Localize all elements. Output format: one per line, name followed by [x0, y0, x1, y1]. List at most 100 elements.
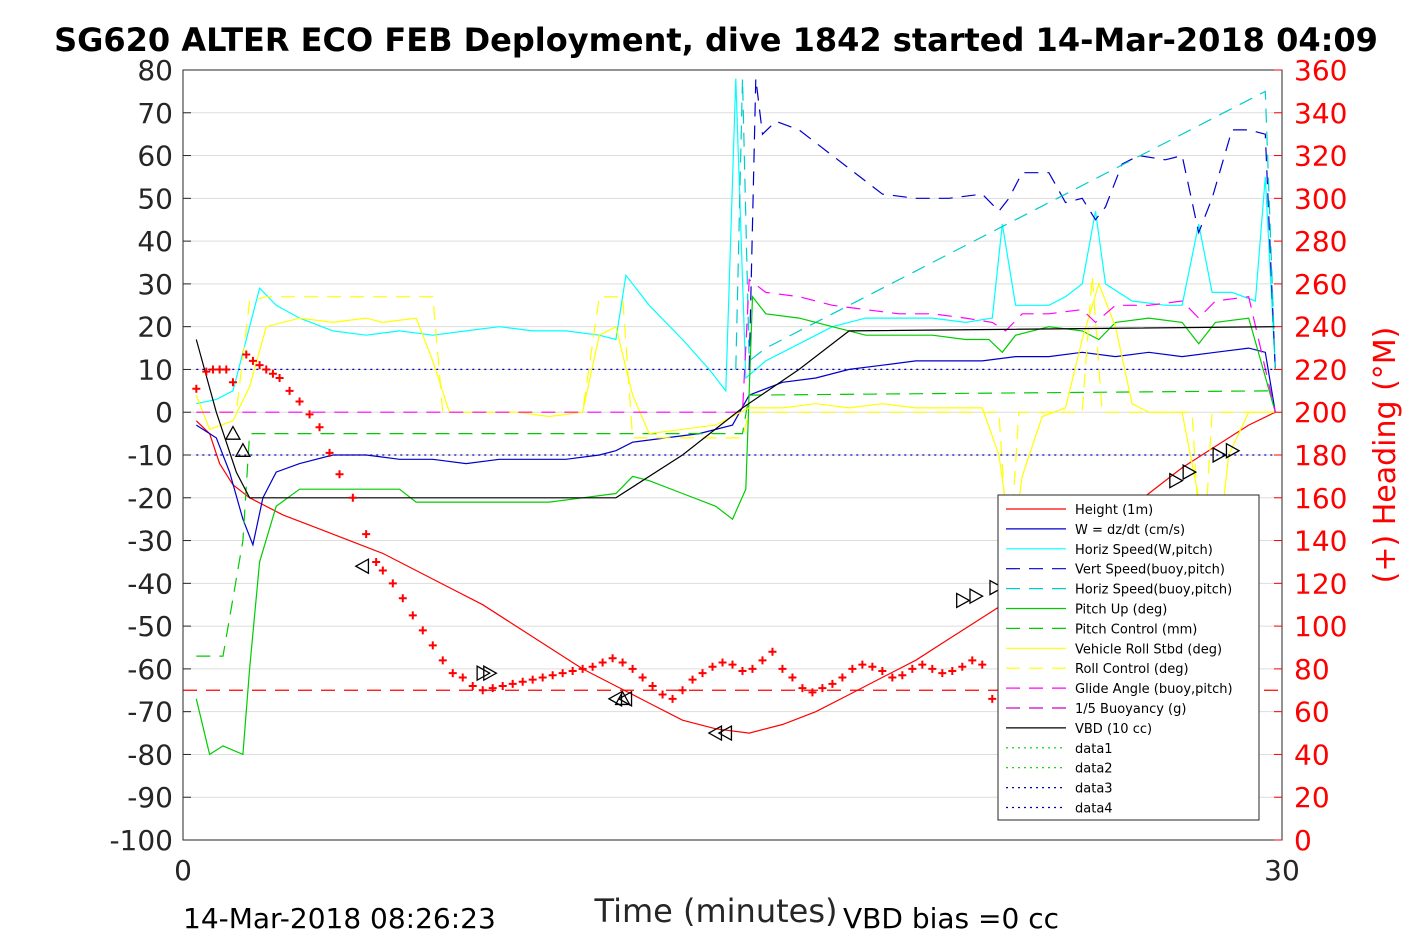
heading-point	[578, 664, 587, 673]
y-tick-label: -100	[109, 824, 173, 857]
heading-point	[285, 386, 294, 395]
heading-point	[778, 664, 787, 673]
heading-point	[222, 365, 231, 374]
y-right-tick-label: 40	[1294, 738, 1330, 771]
y-right-tick-label: 200	[1294, 396, 1347, 429]
heading-point	[478, 686, 487, 695]
series-line-1	[195, 347, 1276, 547]
y-right-tick-label: 360	[1294, 54, 1347, 87]
heading-point	[878, 667, 887, 676]
heading-point	[698, 669, 707, 678]
series-line-9	[196, 278, 1276, 413]
heading-point	[648, 682, 657, 690]
heading-point	[678, 686, 687, 695]
heading-point	[898, 671, 907, 680]
y-tick-label: 30	[137, 268, 173, 301]
series-line-4	[735, 78, 1276, 370]
heading-point	[788, 673, 797, 682]
y-tick-label: 50	[137, 182, 173, 215]
marker-triangle-up	[614, 690, 631, 706]
heading-point	[968, 656, 977, 665]
y-tick-label: -70	[127, 696, 173, 729]
heading-point	[728, 660, 737, 669]
legend-label: 1/5 Buoyancy (g)	[1075, 702, 1186, 717]
y-right-tick-label: 280	[1294, 225, 1347, 258]
marker-triangle-left	[707, 724, 723, 742]
marker-triangle-up	[234, 442, 252, 457]
marker-triangle-right	[483, 665, 498, 682]
heading-point	[938, 669, 947, 678]
y-right-tick-label: 60	[1294, 696, 1330, 729]
series-line-3	[748, 78, 1276, 370]
heading-point	[348, 493, 357, 502]
legend-label: data3	[1075, 782, 1113, 797]
y-tick-label: -80	[127, 738, 173, 771]
heading-point	[228, 378, 237, 387]
legend-label: Horiz Speed(W,pitch)	[1075, 543, 1213, 558]
legend-label: W = dz/dt (cm/s)	[1075, 523, 1185, 538]
marker-triangle-right	[1182, 464, 1198, 481]
legend-label: Roll Control (deg)	[1075, 662, 1189, 677]
y-tick-label: -30	[127, 525, 173, 558]
heading-point	[758, 656, 767, 665]
y-right-tick-label: 220	[1294, 353, 1347, 386]
heading-point	[598, 658, 607, 667]
legend-label: Pitch Up (deg)	[1075, 603, 1167, 618]
heading-point	[315, 423, 324, 432]
y-tick-label: 70	[137, 97, 173, 130]
heading-point	[538, 673, 547, 682]
heading-point	[262, 365, 271, 374]
heading-point	[828, 679, 837, 688]
y-tick-label: 20	[137, 311, 173, 344]
heading-point	[335, 470, 344, 479]
heading-point	[305, 410, 314, 419]
heading-point	[798, 684, 807, 693]
marker-triangle-right	[1225, 442, 1241, 459]
heading-point	[248, 356, 257, 365]
legend-label: Height (1m)	[1075, 503, 1153, 518]
heading-point	[748, 664, 757, 673]
x-axis: 0 30	[174, 854, 1300, 887]
heading-point	[468, 682, 477, 690]
y-right-tick-label: 140	[1294, 525, 1347, 558]
legend-label: data2	[1075, 762, 1113, 777]
heading-point	[868, 662, 877, 671]
y-right-tick-label: 320	[1294, 140, 1347, 173]
y-tick-label: 80	[137, 54, 173, 87]
y-tick-label: -20	[127, 482, 173, 515]
series-line-8	[196, 275, 1276, 584]
heading-point	[418, 626, 427, 635]
marker-triangle-right	[989, 579, 1004, 596]
heading-point	[718, 658, 727, 667]
y-tick-label: -60	[127, 653, 173, 686]
legend-label: Vehicle Roll Stbd (deg)	[1075, 642, 1222, 657]
legend-label: data4	[1075, 802, 1113, 817]
heading-point	[588, 662, 597, 671]
series-line-5	[195, 295, 1276, 756]
legend-label: Glide Angle (buoy,pitch)	[1075, 682, 1233, 697]
heading-point	[498, 682, 507, 690]
footer-vbd-bias: VBD bias =0 cc	[843, 902, 1059, 935]
marker-triangle-right	[969, 588, 984, 605]
heading-point	[448, 669, 457, 678]
heading-point	[988, 694, 997, 703]
marker-triangle-left	[354, 558, 370, 575]
series-line-7	[195, 282, 1276, 575]
heading-point	[202, 367, 211, 376]
y-tick-label: -10	[127, 439, 173, 472]
heading-point	[275, 374, 284, 382]
heading-point	[268, 369, 277, 378]
heading-point	[548, 671, 557, 680]
heading-point	[638, 673, 647, 682]
y-right-tick-label: 160	[1294, 482, 1347, 515]
heading-point	[242, 350, 251, 359]
heading-point	[618, 658, 627, 667]
heading-point	[608, 654, 617, 663]
heading-point	[528, 675, 537, 684]
y-right-tick-label: 340	[1294, 97, 1347, 130]
heading-point	[568, 667, 577, 676]
heading-point	[372, 557, 381, 566]
y-axis-left: 80 70 60 50 40 30 20 10 0 -10 -20 -30 -40 -50 -60 -70 -8…	[109, 54, 191, 857]
heading-point	[668, 694, 677, 703]
